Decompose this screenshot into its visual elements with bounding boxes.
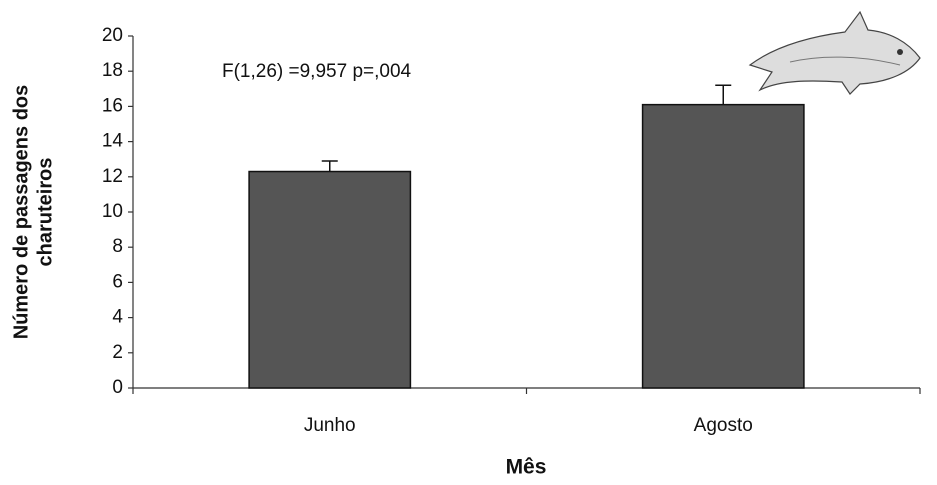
annotation: F(1,26) =9,957 p=,004 (222, 61, 412, 82)
x-tick-label: Agosto (694, 415, 753, 436)
y-tick-label: 16 (102, 95, 123, 116)
y-tick-label: 8 (112, 236, 123, 257)
y-tick-label: 4 (112, 307, 123, 328)
y-tick-label: 2 (112, 342, 123, 363)
y-tick-label: 6 (112, 271, 123, 292)
x-axis-label: Mês (506, 456, 547, 479)
y-axis-label: charuteiros (34, 158, 56, 267)
bar (641, 103, 805, 389)
x-tick-label: Junho (304, 415, 356, 436)
y-axis-label: Número de passagens dos (10, 85, 32, 340)
y-tick-label: 12 (102, 166, 123, 187)
bar (248, 170, 412, 389)
y-tick-label: 14 (102, 131, 124, 152)
y-tick-label: 18 (102, 60, 123, 81)
y-tick-label: 0 (112, 377, 123, 398)
fish-illustration (748, 10, 921, 95)
y-tick-label: 10 (102, 201, 123, 222)
y-tick-label: 20 (102, 25, 123, 46)
